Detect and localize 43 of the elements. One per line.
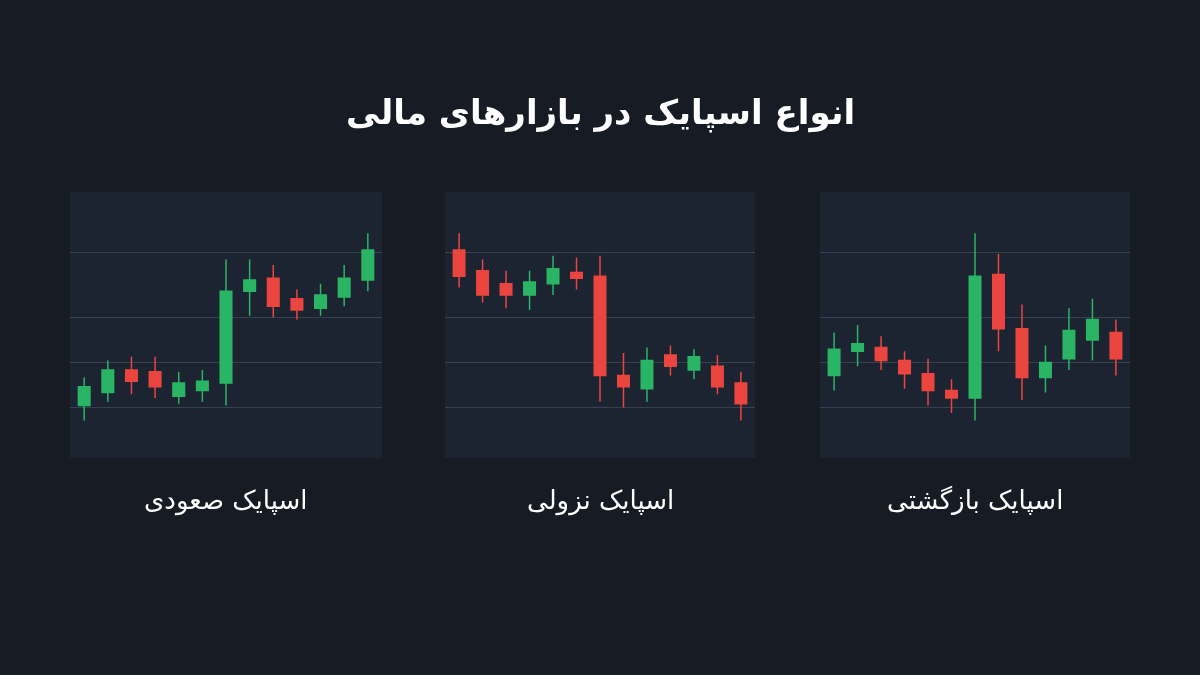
x-axis-title: اسپایک صعودی <box>144 485 308 516</box>
candlestick <box>687 348 701 381</box>
candlestick <box>640 346 654 403</box>
candlestick <box>734 371 748 422</box>
candlestick <box>593 254 607 403</box>
x-axis-title: اسپایک بازگشتی <box>887 485 1064 515</box>
candlestick <box>77 376 91 422</box>
candlestick <box>266 264 280 319</box>
candlestick <box>898 350 912 390</box>
candlestick <box>570 256 584 291</box>
candlestick <box>476 258 490 304</box>
candlestick <box>1038 344 1052 394</box>
candlestick <box>499 269 513 309</box>
candlestick <box>1015 303 1029 401</box>
candlestick <box>337 264 351 308</box>
candlestick <box>1085 298 1099 362</box>
candlestick <box>616 352 630 409</box>
candlestick <box>827 331 841 392</box>
candlestick <box>101 359 115 403</box>
candlestick <box>991 253 1005 352</box>
candlestick <box>361 232 375 293</box>
candlestick <box>124 356 138 396</box>
candlestick <box>921 357 935 407</box>
candlestick <box>172 371 186 405</box>
candlestick <box>452 232 466 289</box>
candlestick <box>710 354 724 396</box>
candlestick <box>195 369 209 403</box>
candlestick <box>968 232 982 422</box>
candlestick <box>148 356 162 399</box>
candlestick <box>1062 307 1076 371</box>
candlestick <box>314 283 328 317</box>
candlestick <box>945 378 959 414</box>
candlestick <box>546 254 560 296</box>
x-axis-title: اسپایک نزولی <box>527 485 675 516</box>
chart-title: انواع اسپایک در بازارهای مالی <box>346 92 856 133</box>
candlestick <box>290 288 304 321</box>
candlestick <box>523 269 537 311</box>
candlestick <box>663 344 677 377</box>
candlestick <box>851 324 865 367</box>
candlestick <box>219 258 233 407</box>
candlestick <box>874 335 888 371</box>
candlestick <box>1109 318 1123 377</box>
candlestick <box>243 258 257 317</box>
